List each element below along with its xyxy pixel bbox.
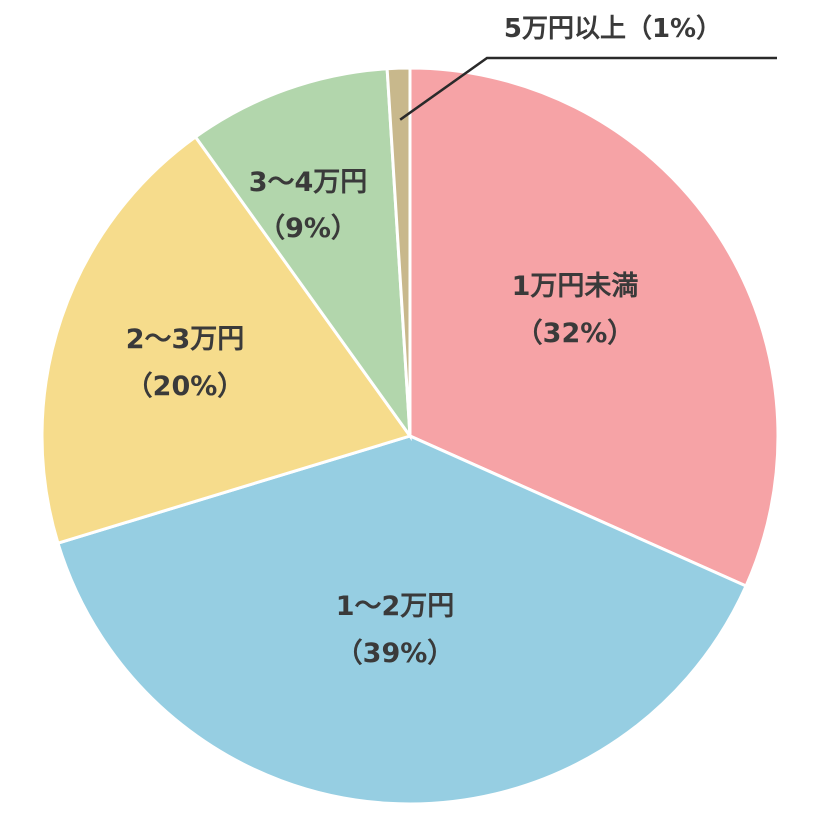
pie-labels: 1万円未満 （32%） 1～2万円 （39%） 2～3万円 （20%） 3～4万円 （9%） 5… [126, 14, 777, 669]
slice-percent-1: （32%） [516, 318, 635, 349]
slice-percent-4: （9%） [258, 213, 358, 244]
slice-label-2: 1～2万円 [336, 591, 455, 622]
pie-slice-5 [385, 66, 412, 437]
pie-slice-4 [193, 67, 412, 442]
slice-percent-3: （20%） [126, 371, 245, 402]
slice-label-4: 3～4万円 [249, 167, 368, 198]
slice-label-1: 1万円未満 [512, 271, 639, 302]
slice-label-5: 5万円以上（1%） [504, 14, 722, 44]
pie-slice-3 [40, 134, 413, 546]
pie-slice-2 [56, 434, 749, 806]
pie-slice-1 [408, 66, 780, 589]
slice-percent-2: （39%） [336, 638, 455, 669]
slice-label-3: 2～3万円 [126, 324, 245, 355]
pie-slices [40, 66, 780, 806]
callout-line [399, 56, 777, 121]
